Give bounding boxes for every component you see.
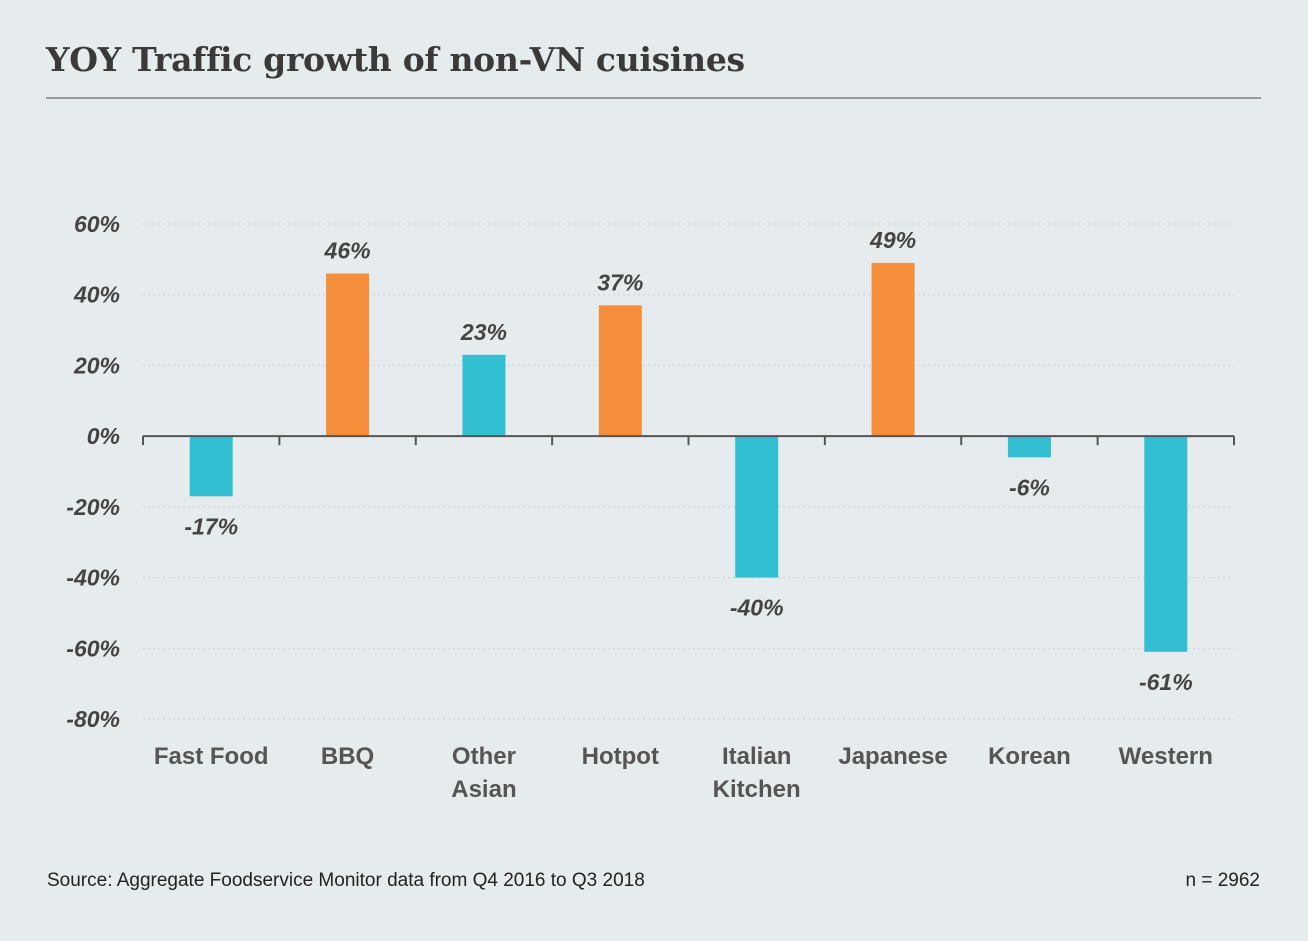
data-label: -40% — [730, 595, 784, 621]
y-tick-label: 60% — [74, 211, 120, 237]
x-tick-label-line: Japanese — [838, 743, 947, 770]
data-label: 49% — [869, 227, 916, 253]
x-tick-label-line: BBQ — [321, 743, 374, 770]
data-label: -61% — [1139, 669, 1193, 695]
bar — [462, 354, 506, 437]
x-tick-label: Italian Kitchen — [713, 743, 801, 803]
bar — [735, 436, 779, 578]
y-tick-label: 0% — [87, 423, 120, 449]
x-tick-label-line: Other — [452, 743, 516, 770]
data-label: -17% — [184, 513, 238, 539]
data-label: 23% — [460, 319, 507, 345]
y-tick-label: -40% — [66, 565, 120, 591]
y-tick-label: 40% — [73, 282, 120, 308]
bar — [871, 262, 915, 437]
x-tick-label-line: Kitchen — [713, 776, 801, 803]
bar — [189, 436, 233, 497]
x-tick-label-line: Italian — [722, 743, 791, 770]
x-tick-label: Hotpot — [582, 743, 659, 770]
x-tick-label-line: Fast Food — [154, 743, 269, 770]
y-tick-label: -20% — [66, 494, 120, 520]
title-divider — [46, 97, 1261, 99]
data-label: -6% — [1009, 474, 1050, 500]
x-tick-label: Western — [1119, 743, 1213, 770]
chart-title: YOY Traffic growth of non-VN cuisines — [46, 40, 745, 79]
x-tick-label: Fast Food — [154, 743, 269, 770]
y-tick-label: 20% — [73, 352, 120, 378]
source-note: Source: Aggregate Foodservice Monitor da… — [47, 870, 645, 891]
data-label: 37% — [597, 269, 643, 295]
bar — [326, 273, 370, 437]
y-tick-label: -80% — [66, 706, 120, 732]
sample-size: n = 2962 — [1185, 870, 1261, 891]
x-tick-label-line: Hotpot — [582, 743, 659, 770]
x-tick-label-line: Korean — [988, 743, 1071, 770]
bar — [1144, 436, 1188, 652]
x-tick-label-line: Western — [1119, 743, 1213, 770]
x-tick-label: Japanese — [838, 743, 947, 770]
bar — [1007, 436, 1051, 458]
data-label: 46% — [324, 238, 371, 264]
x-tick-label: Other Asian — [451, 743, 516, 803]
x-tick-label: BBQ — [321, 743, 374, 770]
x-tick-label: Korean — [988, 743, 1071, 770]
bar — [598, 305, 642, 437]
x-tick-label-line: Asian — [451, 776, 516, 803]
y-tick-label: -60% — [66, 635, 120, 661]
